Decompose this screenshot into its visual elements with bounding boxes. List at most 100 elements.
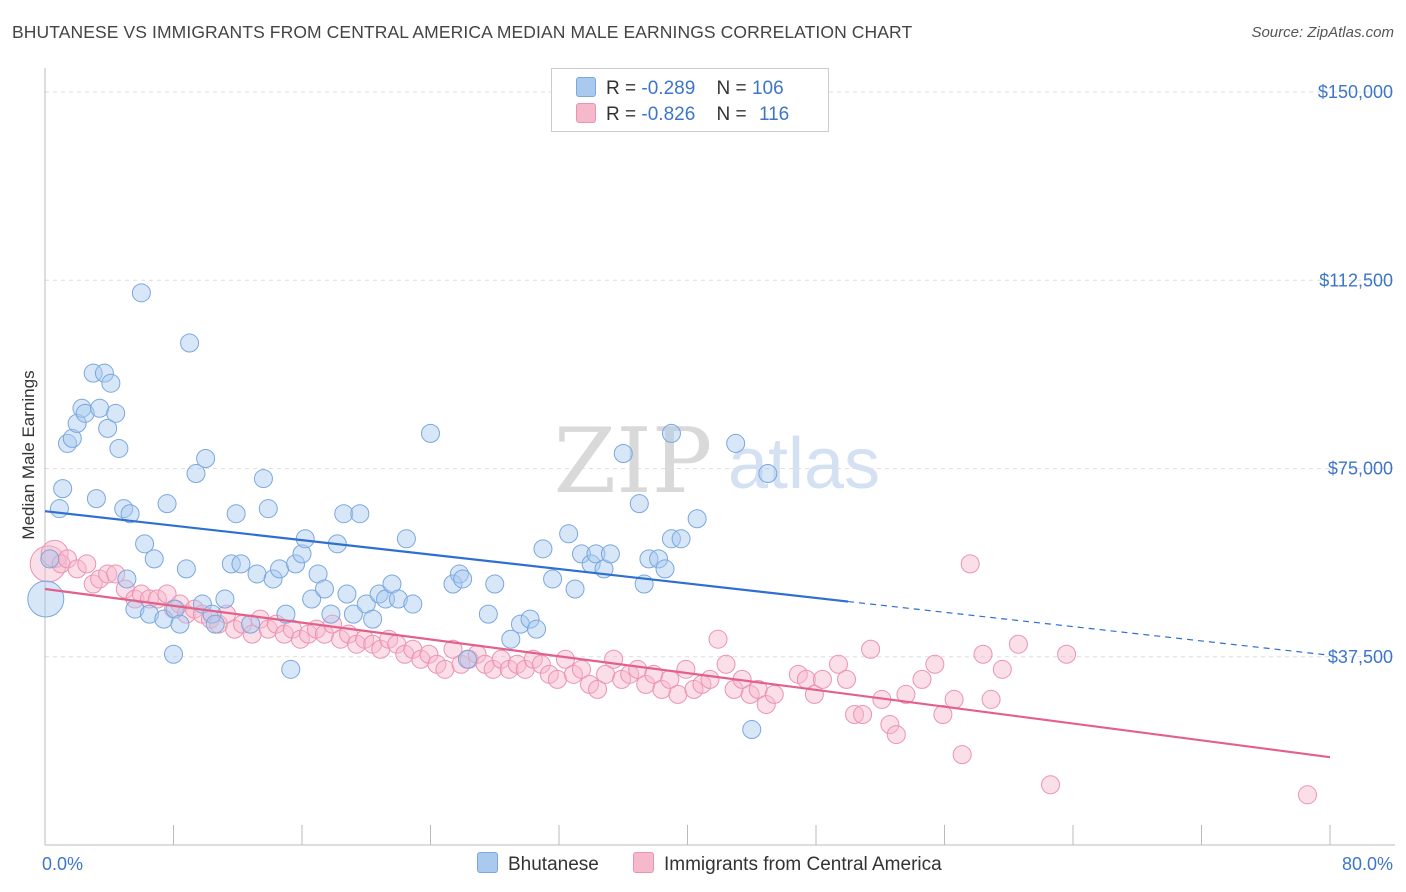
immigrants-point (106, 564, 126, 584)
bhutanese-point (120, 504, 140, 524)
x-tick-label: 80.0% (1342, 854, 1393, 874)
bhutanese-point (350, 504, 370, 524)
bhutanese-point (94, 363, 114, 383)
legend-n-label: N = (716, 104, 747, 125)
bhutanese-point (565, 579, 585, 599)
bhutanese-point (157, 494, 177, 514)
immigrants-point (912, 669, 932, 689)
bhutanese-point (62, 428, 82, 448)
immigrants-point (77, 554, 97, 574)
immigrants-point (880, 715, 900, 735)
immigrants-point (812, 669, 832, 689)
immigrants-point (845, 704, 865, 724)
bhutanese-point (40, 549, 60, 569)
source-label: Source: ZipAtlas.com (1251, 24, 1394, 41)
bhutanese-point (281, 659, 301, 679)
bhutanese-point (501, 629, 521, 649)
immigrants-point (716, 654, 736, 674)
legend-n-label: N = (716, 78, 747, 99)
bhutanese-point (559, 524, 579, 544)
legend-n-value-immigrants: 116 (758, 104, 790, 125)
bhutanese-point (49, 499, 69, 519)
bhutanese-point (231, 554, 251, 574)
immigrants-point (1298, 785, 1318, 805)
immigrants-point (1008, 634, 1028, 654)
legend-row-immigrants: R = -0.826 N = 116 (576, 103, 789, 125)
bhutanese-point (586, 544, 606, 564)
immigrants-point (668, 684, 688, 704)
immigrants-point (700, 669, 720, 689)
immigrants-point (828, 654, 848, 674)
bhutanese-point (144, 549, 164, 569)
immigrants-point (837, 669, 857, 689)
y-tick-label: $37,500 (1328, 647, 1393, 667)
bhutanese-point (337, 584, 357, 604)
immigrants-point (952, 745, 972, 765)
immigrants-point (853, 704, 873, 724)
watermark-atlas: atlas (728, 424, 880, 504)
immigrants-point (981, 689, 1001, 709)
immigrants-point (1057, 644, 1077, 664)
x-tick-labels: 0.0% 80.0% (42, 854, 1393, 874)
bhutanese-point (314, 579, 334, 599)
bhutanese-point (369, 584, 389, 604)
trend-line-immigrants (44, 587, 1331, 759)
bhutanese-point (758, 464, 778, 484)
legend-label-immigrants: Immigrants from Central America (664, 854, 942, 875)
stats-legend: R = -0.289 N = 106 R = -0.826 N = 116 (551, 68, 829, 132)
bhutanese-point (292, 544, 312, 564)
immigrants-point (435, 659, 455, 679)
bhutanese-point (726, 433, 746, 453)
bhutanese-point (263, 569, 283, 589)
bhutanese-point (131, 283, 151, 303)
y-tick-label: $75,000 (1328, 459, 1393, 479)
bhutanese-point (396, 529, 416, 549)
immigrants-point (604, 649, 624, 669)
immigrants-point (973, 644, 993, 664)
bhutanese-point (170, 614, 190, 634)
bhutanese-point (117, 569, 137, 589)
legend-item-bhutanese[interactable]: Bhutanese (477, 852, 599, 876)
bhutanese-point (543, 569, 563, 589)
legend-swatch-pink (576, 103, 596, 123)
immigrants-point (896, 684, 916, 704)
immigrants-point (443, 639, 463, 659)
immigrants-point (960, 554, 980, 574)
bhutanese-point (527, 619, 547, 639)
bhutanese-point (106, 403, 126, 423)
bhutanese-point (478, 604, 498, 624)
bhutanese-point (196, 448, 216, 468)
bhutanese-point (363, 609, 383, 629)
legend-label-bhutanese: Bhutanese (508, 854, 599, 875)
legend-swatch-blue (576, 77, 596, 97)
immigrants-point (756, 694, 776, 714)
bhutanese-point (27, 580, 65, 618)
bhutanese-point (302, 589, 322, 609)
immigrants-point (29, 545, 67, 583)
bhutanese-point (639, 549, 659, 569)
bhutanese-point (101, 373, 121, 393)
immigrants-point (98, 564, 118, 584)
bhutanese-point (687, 509, 707, 529)
bhutanese-point (485, 574, 505, 594)
legend-item-immigrants[interactable]: Immigrants from Central America (633, 852, 942, 876)
bhutanese-point (176, 559, 196, 579)
bhutanese-point (139, 604, 159, 624)
bhutanese-point (343, 604, 363, 624)
bhutanese-point (453, 569, 473, 589)
bhutanese-point (613, 443, 633, 463)
immigrants-point (483, 659, 503, 679)
trend-line-bhutanese-extension (848, 600, 1331, 656)
x-tick-label: 0.0% (42, 854, 83, 874)
immigrants-point (708, 629, 728, 649)
bhutanese-point (258, 499, 278, 519)
bhutanese-point (600, 544, 620, 564)
bhutanese-point (270, 559, 290, 579)
bhutanese-point (53, 479, 73, 499)
bhutanese-point (98, 418, 118, 438)
series-immigrants-points (29, 539, 1318, 805)
y-tick-label: $112,500 (1319, 270, 1393, 290)
bhutanese-point (135, 534, 155, 554)
bhutanese-point (388, 589, 408, 609)
legend-row-bhutanese: R = -0.289 N = 106 (576, 77, 784, 99)
